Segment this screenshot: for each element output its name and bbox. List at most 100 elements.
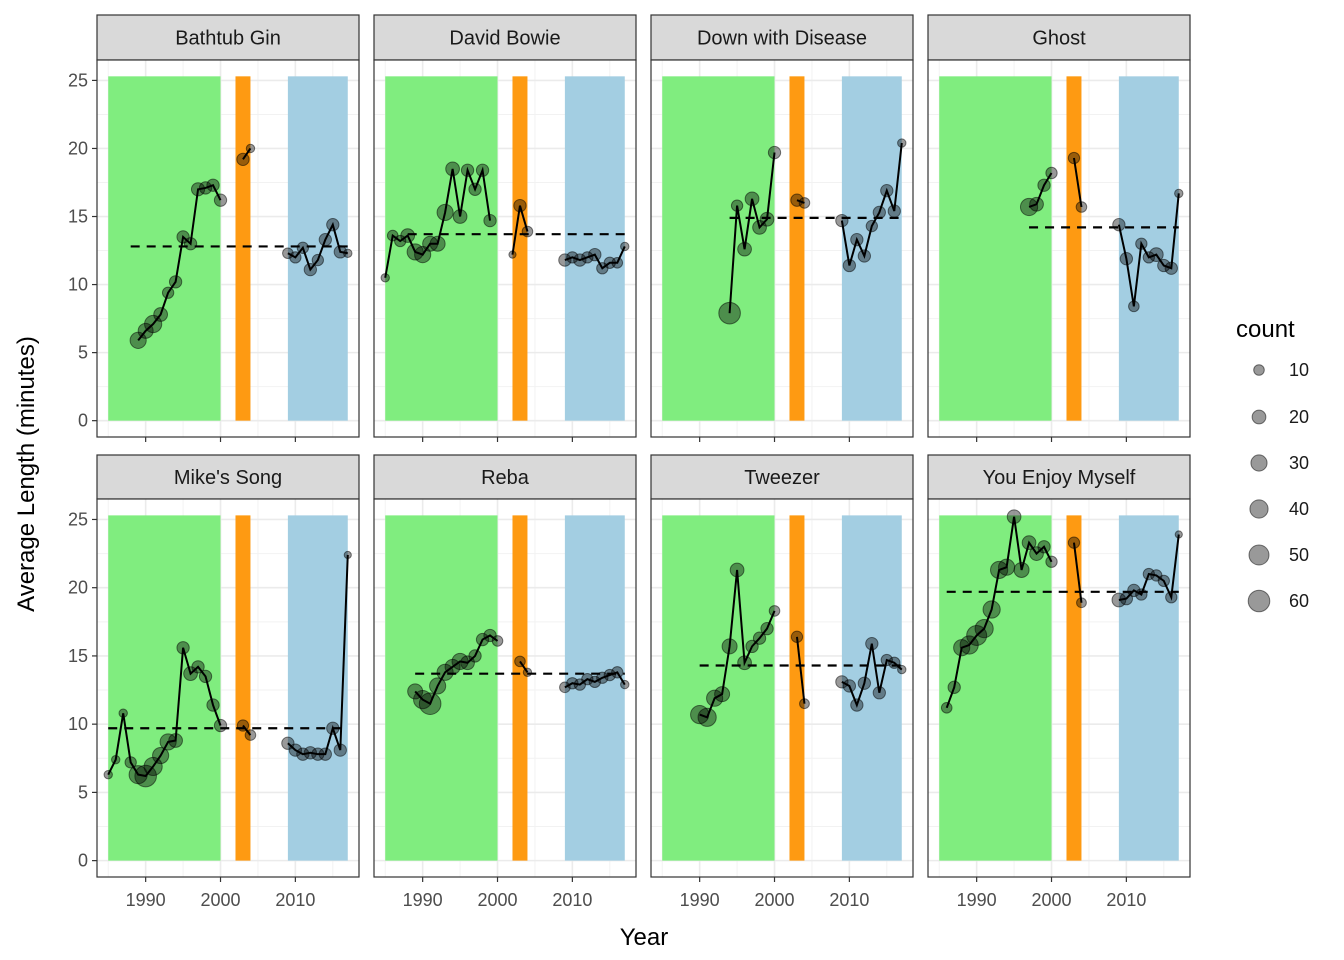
data-point [1119, 591, 1134, 606]
data-point [289, 251, 302, 264]
data-point [880, 653, 893, 667]
data-point [296, 241, 310, 254]
panel-border [96, 59, 360, 438]
data-point [521, 225, 534, 238]
legend-key-bg [1236, 579, 1282, 623]
data-point [191, 660, 205, 674]
data-point [429, 677, 447, 695]
strip-title: David Bowie [449, 28, 560, 50]
facet-panel: Reba [373, 454, 637, 878]
y-tick-label: 15 [68, 207, 88, 227]
data-point [326, 721, 340, 735]
data-point [176, 641, 190, 655]
data-point [206, 698, 220, 712]
data-point [1142, 567, 1155, 581]
data-point [947, 680, 961, 694]
strip-header [373, 14, 637, 61]
strip-header [927, 14, 1191, 61]
era-band [841, 515, 902, 861]
data-point [768, 605, 781, 617]
data-point [1165, 591, 1178, 604]
series-line [699, 569, 776, 719]
panel-plot-area [97, 60, 359, 437]
series-line [511, 205, 529, 255]
data-point [436, 203, 454, 222]
data-point [508, 250, 517, 259]
data-point [767, 145, 782, 160]
era-band [235, 76, 251, 421]
y-tick-label: 5 [78, 343, 88, 363]
era-band [841, 76, 902, 421]
era-band [662, 76, 775, 421]
data-point [611, 666, 624, 679]
data-point [603, 668, 616, 682]
x-tick-label: 2000 [200, 890, 240, 910]
panel-border [927, 59, 1191, 438]
facet-panel: Mike's Song [96, 454, 360, 878]
era-band [1118, 76, 1179, 421]
data-point [620, 241, 630, 252]
panel-plot-area [928, 60, 1190, 437]
data-point [244, 729, 257, 741]
data-point [318, 747, 332, 761]
data-point [588, 247, 602, 262]
data-point [697, 707, 717, 727]
data-point [752, 220, 767, 235]
data-point [888, 656, 901, 669]
data-point [714, 686, 731, 703]
legend-key-circle [1247, 589, 1271, 613]
data-point [161, 286, 175, 299]
data-point [400, 228, 416, 243]
data-point [611, 256, 624, 269]
era-band [287, 76, 348, 421]
x-axis-title: Year [620, 924, 669, 951]
data-point [737, 655, 752, 671]
data-point [842, 258, 857, 273]
data-point [1174, 188, 1184, 199]
data-point [144, 314, 163, 334]
era-band [939, 76, 1052, 421]
data-point [1076, 597, 1087, 609]
data-point [718, 301, 741, 325]
data-point [514, 655, 526, 668]
legend-key-circle [1250, 454, 1268, 472]
panel-border [96, 498, 360, 878]
series-line [1072, 157, 1083, 208]
data-point [213, 193, 228, 207]
era-band [939, 515, 1052, 861]
data-point [1021, 535, 1037, 551]
strip-title: Down with Disease [697, 28, 867, 50]
data-point [475, 163, 490, 177]
panel-plot-area [97, 499, 359, 877]
data-point [394, 234, 407, 248]
data-point [940, 701, 953, 714]
data-point [857, 676, 871, 690]
data-point [1067, 536, 1081, 549]
data-point [475, 632, 490, 647]
data-point [326, 218, 340, 232]
data-point [1037, 178, 1051, 192]
data-point [483, 213, 497, 228]
data-point [333, 245, 347, 259]
data-point [236, 152, 250, 167]
strip-header [96, 14, 360, 61]
legend-label: 60 [1289, 591, 1309, 611]
data-point [333, 743, 347, 757]
y-tick-label: 15 [68, 646, 88, 666]
series-line [564, 246, 626, 270]
legend-key-bg [1236, 395, 1282, 439]
data-point [1029, 546, 1044, 561]
data-point [752, 631, 767, 645]
data-point [380, 273, 390, 283]
data-point [790, 630, 804, 643]
era-band [385, 515, 498, 861]
y-tick-label: 0 [78, 411, 88, 431]
data-point [581, 672, 594, 686]
data-point [887, 204, 901, 218]
strip-header [650, 454, 914, 500]
data-point [566, 251, 579, 264]
era-band [1066, 515, 1082, 861]
panel-border [650, 498, 914, 878]
data-point [445, 161, 460, 177]
y-tick-label: 20 [68, 138, 88, 158]
